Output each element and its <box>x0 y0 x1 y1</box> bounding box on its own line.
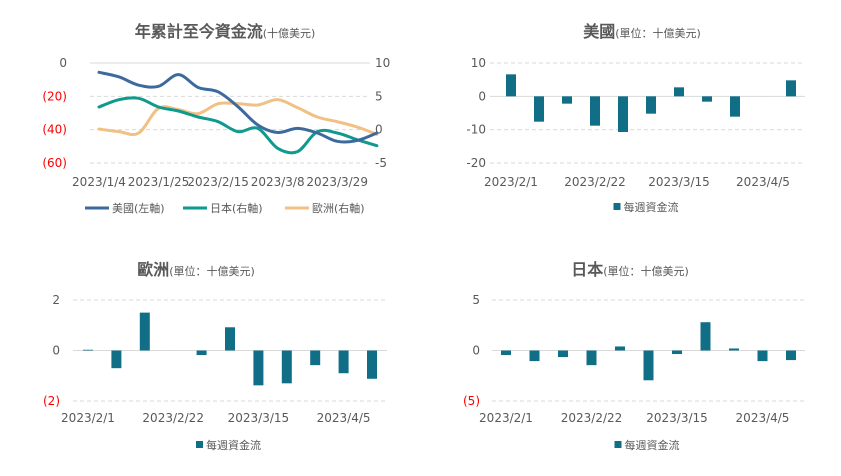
bar <box>140 313 150 351</box>
y-tick-label: 5 <box>472 293 480 307</box>
chart-title: 日本(單位：十億美元) <box>571 260 689 279</box>
y-right-tick-label: 10 <box>375 56 390 70</box>
chart-title: 美國(單位：十億美元) <box>583 22 701 41</box>
x-tick-label: 2023/3/8 <box>251 175 305 189</box>
bar <box>282 351 292 384</box>
bar <box>339 351 349 374</box>
y-left-tick-label: 0 <box>59 56 67 70</box>
bar <box>674 87 684 96</box>
bar <box>786 80 796 96</box>
x-tick-label: 2023/2/1 <box>479 411 533 425</box>
bar <box>83 350 93 351</box>
bar <box>701 322 711 350</box>
x-tick-label: 2023/4/5 <box>317 411 371 425</box>
legend-swatch <box>196 441 203 448</box>
x-tick-label: 2023/1/4 <box>72 175 126 189</box>
x-tick-label: 2023/1/25 <box>128 175 190 189</box>
x-tick-label: 2023/4/5 <box>736 175 790 189</box>
x-tick-label: 2023/3/15 <box>228 411 290 425</box>
bar <box>729 348 739 350</box>
legend-label: 每週資金流 <box>625 438 680 452</box>
y-left-tick-label: (60) <box>42 156 67 170</box>
x-tick-label: 2023/2/22 <box>561 411 623 425</box>
y-tick-label: (5) <box>463 394 480 408</box>
y-tick-label: -20 <box>466 156 486 170</box>
legend-label: 日本(右軸) <box>210 201 263 215</box>
bar <box>562 96 572 103</box>
bar <box>310 351 320 366</box>
bar <box>786 351 796 361</box>
y-tick-label: 2 <box>52 293 60 307</box>
y-right-tick-label: -5 <box>375 156 387 170</box>
y-tick-label: (2) <box>43 394 60 408</box>
bar <box>646 96 656 113</box>
us-weekly-flow-chart: 美國(單位：十億美元) 10 0 -10 -20 2023/2/1 2023/2/22 20… <box>466 22 805 214</box>
bar <box>111 351 121 369</box>
y-left-tick-label: (40) <box>42 123 67 137</box>
bar <box>758 351 768 362</box>
bar <box>197 351 207 356</box>
x-tick-label: 2023/3/15 <box>646 411 708 425</box>
bar <box>534 96 544 121</box>
legend-swatch <box>614 203 621 210</box>
bar <box>590 96 600 125</box>
bar <box>644 351 654 381</box>
bar <box>530 351 540 362</box>
x-tick-label: 2023/3/15 <box>648 175 710 189</box>
bar <box>730 96 740 116</box>
x-tick-label: 2023/2/1 <box>484 175 538 189</box>
bar <box>367 351 377 379</box>
legend-label: 每週資金流 <box>624 200 679 214</box>
bar <box>501 351 511 356</box>
x-tick-label: 2023/3/29 <box>306 175 368 189</box>
y-tick-label: 10 <box>471 56 486 70</box>
bar <box>558 351 568 358</box>
bar <box>506 74 516 96</box>
x-tick-label: 2023/2/22 <box>142 411 204 425</box>
x-tick-label: 2023/2/15 <box>187 175 249 189</box>
bar <box>587 351 597 366</box>
y-right-tick-label: 5 <box>375 89 383 103</box>
x-tick-label: 2023/4/5 <box>736 411 790 425</box>
bar <box>618 96 628 132</box>
chart-title: 年累計至今資金流(十億美元) <box>135 22 316 41</box>
x-tick-label: 2023/2/1 <box>61 411 115 425</box>
legend-label: 歐洲(右軸) <box>312 201 365 215</box>
y-left-tick-label: (20) <box>42 89 67 103</box>
x-tick-label: 2023/2/22 <box>564 175 626 189</box>
bar <box>702 96 712 101</box>
chart-title: 歐洲(單位：十億美元) <box>137 260 255 279</box>
y-tick-label: 0 <box>472 344 480 358</box>
legend-label: 每週資金流 <box>206 438 261 452</box>
bar <box>672 351 682 355</box>
y-tick-label: 0 <box>478 89 486 103</box>
japan-weekly-flow-chart: 日本(單位：十億美元) 5 0 (5) 2023/2/1 2023/2/22 2023/3… <box>463 260 805 452</box>
bar <box>615 346 625 350</box>
ytd-flow-chart: 年累計至今資金流(十億美元) 0(20)(40)(60)1050-52023/1… <box>42 22 390 215</box>
y-tick-label: 0 <box>52 344 60 358</box>
y-tick-label: -10 <box>466 123 486 137</box>
legend-swatch <box>615 441 622 448</box>
bar <box>225 327 235 350</box>
legend-label: 美國(左軸) <box>112 201 165 215</box>
bar <box>253 351 263 386</box>
europe-weekly-flow-chart: 歐洲(單位：十億美元) 2 0 (2)2023/2/1 2023/2/22 2023/3… <box>43 260 387 452</box>
